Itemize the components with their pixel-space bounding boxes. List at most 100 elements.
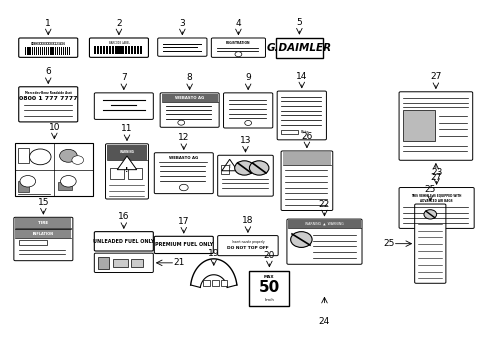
FancyBboxPatch shape — [94, 231, 153, 251]
Circle shape — [72, 156, 83, 165]
Text: 17: 17 — [178, 217, 189, 226]
Bar — [121, 46, 123, 54]
Text: 25: 25 — [383, 239, 394, 248]
Text: 8: 8 — [186, 73, 192, 82]
FancyBboxPatch shape — [19, 87, 78, 122]
Circle shape — [234, 161, 254, 175]
Text: 14: 14 — [296, 72, 307, 81]
Bar — [19, 181, 29, 192]
Text: 23: 23 — [430, 168, 442, 177]
Text: 22: 22 — [318, 200, 329, 209]
Bar — [221, 165, 229, 174]
Circle shape — [244, 121, 251, 126]
Bar — [134, 46, 136, 54]
Bar — [31, 47, 33, 55]
FancyBboxPatch shape — [14, 217, 73, 261]
Text: 25: 25 — [424, 185, 435, 194]
Bar — [61, 47, 62, 55]
Text: 11: 11 — [121, 125, 132, 134]
Polygon shape — [117, 156, 137, 170]
Bar — [112, 258, 128, 267]
FancyBboxPatch shape — [217, 155, 273, 196]
Bar — [100, 46, 102, 54]
Bar — [106, 46, 108, 54]
Circle shape — [235, 52, 242, 57]
FancyBboxPatch shape — [217, 235, 278, 256]
FancyBboxPatch shape — [277, 91, 326, 140]
Text: 12: 12 — [178, 133, 189, 142]
Circle shape — [60, 149, 77, 162]
Bar — [140, 46, 142, 54]
Circle shape — [179, 184, 188, 191]
FancyBboxPatch shape — [281, 151, 332, 211]
Text: 7: 7 — [121, 73, 126, 82]
Text: PREMIUM FUEL ONLY: PREMIUM FUEL ONLY — [154, 242, 212, 247]
Bar — [67, 47, 68, 55]
Text: Bitte: Bitte — [300, 130, 309, 134]
Text: 20: 20 — [263, 251, 274, 260]
Text: ADVANCED AIR BAGS: ADVANCED AIR BAGS — [420, 199, 452, 203]
Bar — [25, 47, 26, 55]
Text: 13: 13 — [239, 136, 251, 145]
Bar — [249, 271, 289, 306]
Bar — [38, 47, 39, 55]
Text: WARNING: WARNING — [119, 150, 134, 154]
Text: 1: 1 — [45, 19, 51, 28]
Bar — [94, 46, 96, 54]
Circle shape — [20, 176, 36, 187]
Bar — [118, 46, 121, 54]
Circle shape — [423, 210, 436, 219]
FancyBboxPatch shape — [211, 38, 265, 57]
Text: WEBASTO AG: WEBASTO AG — [175, 96, 204, 100]
FancyBboxPatch shape — [154, 236, 213, 253]
Bar — [130, 258, 142, 267]
Bar — [15, 219, 71, 228]
Bar — [19, 148, 29, 163]
Circle shape — [249, 161, 268, 175]
Text: 2: 2 — [116, 19, 122, 28]
Text: 10: 10 — [48, 123, 60, 132]
Bar — [403, 110, 434, 141]
Bar — [46, 47, 47, 55]
Circle shape — [178, 120, 184, 125]
Text: !: ! — [125, 167, 128, 173]
Text: 0800 1 777 7777: 0800 1 777 7777 — [19, 96, 77, 101]
Bar — [48, 47, 49, 55]
Bar — [69, 47, 70, 55]
Text: 21: 21 — [173, 258, 184, 267]
Text: 50: 50 — [258, 280, 280, 296]
Bar — [110, 168, 124, 179]
FancyBboxPatch shape — [158, 38, 206, 56]
Bar — [52, 47, 54, 55]
FancyBboxPatch shape — [160, 93, 219, 127]
Bar — [58, 182, 72, 190]
FancyBboxPatch shape — [19, 38, 78, 57]
Bar — [203, 280, 209, 285]
Text: 27: 27 — [429, 173, 441, 182]
FancyBboxPatch shape — [398, 92, 472, 160]
Bar — [127, 168, 142, 179]
Text: UNLEADED FUEL ONLY: UNLEADED FUEL ONLY — [93, 239, 154, 244]
Bar — [98, 257, 109, 269]
Text: 5: 5 — [296, 18, 302, 27]
Text: VINHXXXXXXXXXX123456: VINHXXXXXXXXXX123456 — [31, 42, 65, 46]
Text: 27: 27 — [429, 72, 441, 81]
Bar — [54, 47, 56, 55]
FancyBboxPatch shape — [94, 93, 153, 120]
Text: WARNING  ▲  WARNING: WARNING ▲ WARNING — [305, 222, 343, 226]
Text: 24: 24 — [318, 317, 329, 326]
Text: !: ! — [228, 164, 230, 169]
Text: 4: 4 — [235, 19, 241, 28]
Bar — [34, 47, 35, 55]
FancyBboxPatch shape — [105, 144, 148, 199]
Bar — [27, 47, 28, 55]
Bar — [63, 47, 64, 55]
Bar — [107, 145, 147, 160]
Text: INFLATION: INFLATION — [33, 231, 54, 236]
FancyBboxPatch shape — [154, 153, 213, 194]
Text: TIRE: TIRE — [38, 221, 48, 225]
Text: REGISTRATION: REGISTRATION — [225, 41, 250, 45]
Text: 19: 19 — [207, 249, 219, 258]
Text: WEBASTO AG: WEBASTO AG — [169, 156, 198, 160]
Text: Mercedes-Benz Roadside Asst: Mercedes-Benz Roadside Asst — [25, 91, 71, 95]
